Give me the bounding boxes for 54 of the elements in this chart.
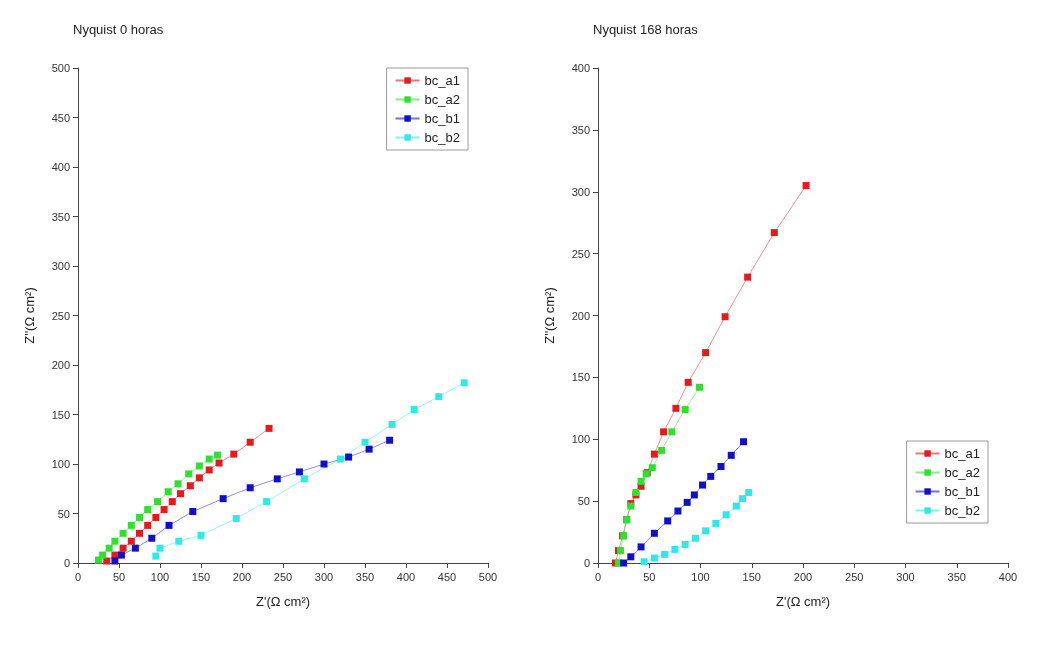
y-tick-label: 250 [51,309,70,322]
y-tick-label: 500 [51,62,70,74]
x-tick-label: 350 [947,570,966,583]
legend-label: bc_a1 [944,446,980,461]
x-tick-label: 500 [478,570,498,583]
x-tick-label: 350 [355,570,375,583]
y-tick-label: 0 [583,557,590,569]
x-tick-label: 250 [273,570,293,583]
legend-label: bc_b1 [944,484,980,499]
y-tick-label: 350 [51,210,70,223]
x-tick-label: 0 [74,570,82,583]
x-tick-label: 250 [845,570,864,583]
y-tick-label: 150 [51,408,70,421]
y-tick-label: 400 [51,161,70,173]
x-tick-label: 300 [314,570,334,583]
x-tick-label: 400 [998,570,1018,583]
legend-label: bc_b1 [424,111,460,126]
y-axis-title: Z''(Ω cm²) [542,287,557,344]
x-tick-label: 200 [793,570,813,583]
y-tick-label: 50 [57,507,70,520]
x-tick-label: 50 [643,570,656,583]
y-tick-label: 400 [571,62,590,74]
x-tick-label: 150 [742,570,761,583]
x-tick-label: 100 [691,570,710,583]
x-tick-label: 400 [396,570,416,583]
y-tick-label: 250 [571,247,590,260]
y-tick-label: 50 [577,495,590,508]
y-tick-label: 200 [51,359,70,371]
x-axis-title: Z'(Ω cm²) [255,594,311,609]
y-axis-title: Z''(Ω cm²) [22,287,37,344]
y-tick-label: 300 [571,185,590,198]
y-tick-label: 0 [63,557,70,569]
x-tick-label: 50 [112,570,126,583]
x-tick-label: 300 [896,570,915,583]
x-tick-label: 450 [437,570,457,583]
legend-label: bc_a1 [424,73,460,88]
x-tick-label: 200 [232,570,252,583]
x-tick-label: 0 [594,570,602,583]
y-tick-label: 350 [571,123,590,136]
chart-title: Nyquist 0 horas [73,22,164,37]
x-tick-label: 150 [191,570,211,583]
legend-label: bc_a2 [424,92,460,107]
x-tick-label: 100 [150,570,170,583]
legend-label: bc_b2 [424,130,460,145]
x-axis-title: Z'(Ω cm²) [775,594,831,609]
y-tick-label: 100 [51,458,70,470]
y-tick-label: 100 [571,433,590,446]
legend-label: bc_b2 [944,503,980,518]
y-tick-label: 200 [571,309,590,322]
y-tick-label: 300 [51,260,70,272]
y-tick-label: 150 [571,371,590,384]
y-tick-label: 450 [51,111,70,124]
chart-title: Nyquist 168 horas [593,22,699,37]
legend-label: bc_a2 [944,465,980,480]
